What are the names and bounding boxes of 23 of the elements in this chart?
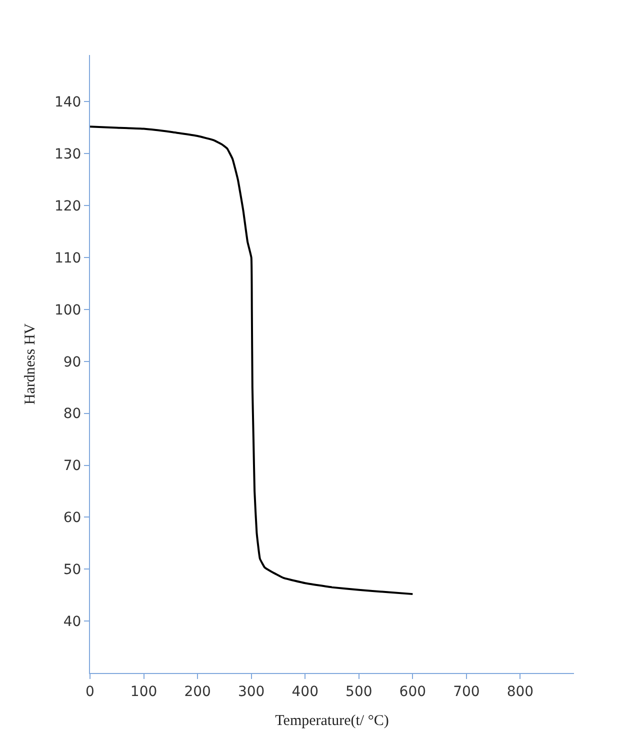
y-tick-label: 60 [63,510,82,526]
y-tick-label: 90 [63,354,82,370]
x-tick-label: 300 [238,684,265,700]
y-tick-label: 80 [63,406,82,422]
x-tick-label: 700 [453,684,480,700]
y-tick-label: 140 [54,94,82,111]
x-tick-label: 500 [346,684,372,700]
y-tick-label: 40 [63,614,82,630]
line-series [90,126,414,596]
y-tick-label: 120 [54,198,82,215]
x-tick-label: 200 [184,684,211,700]
y-tick-label: 100 [54,302,82,318]
x-tick-label: 800 [506,684,534,700]
x-tick-label: 600 [399,684,426,700]
x-axis-title: Temperature(t/ °C) [275,712,389,729]
y-axis-title: Hardness HV [22,323,39,405]
y-tick-label: 50 [63,562,82,578]
x-tick-label: 0 [86,684,94,700]
x-tick-label: 100 [130,684,158,700]
x-tick-label: 400 [292,684,318,700]
y-tick-label: 130 [54,146,82,163]
y-tick-label: 110 [54,250,82,266]
y-tick-label: 70 [63,458,82,474]
